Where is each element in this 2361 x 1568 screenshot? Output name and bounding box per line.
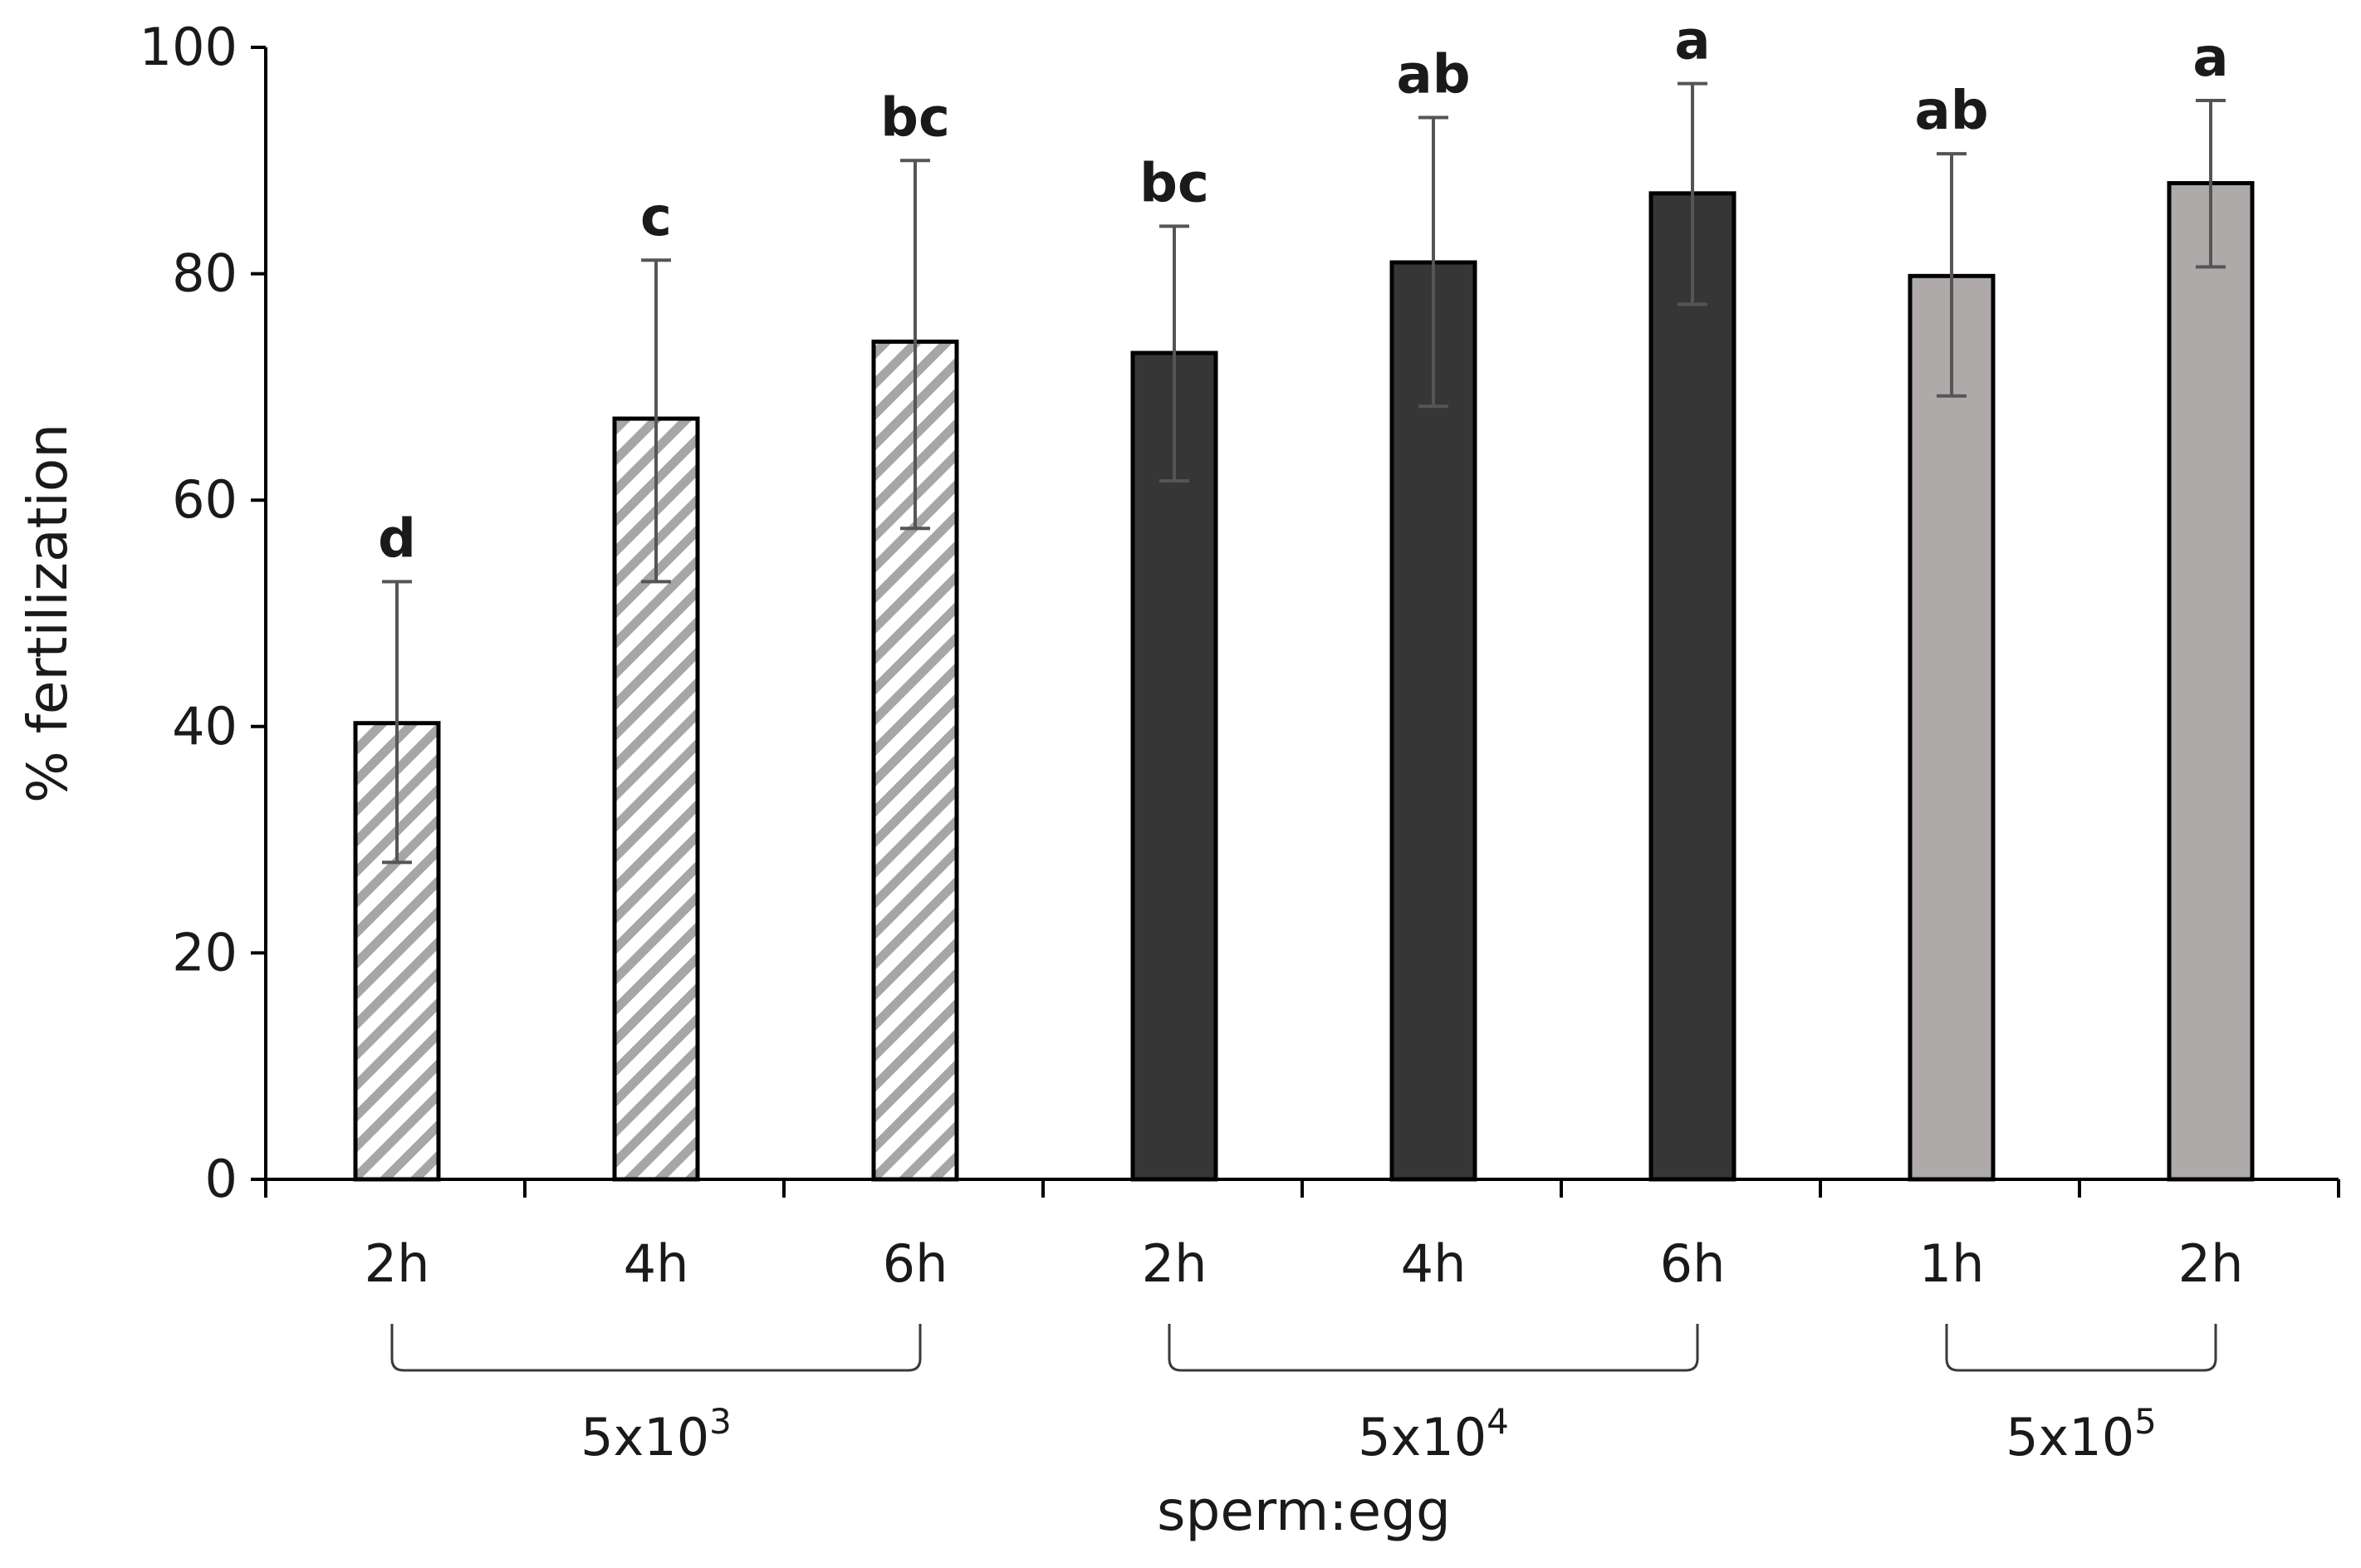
significance-label: bc — [880, 87, 950, 149]
y-axis: 0 20 40 60 80 100 — [140, 17, 267, 1209]
bar — [2167, 181, 2255, 1182]
y-tick-label: 0 — [205, 1149, 238, 1209]
group-label: 5x105 — [2006, 1401, 2157, 1468]
significance-label: c — [640, 187, 672, 248]
bar — [612, 416, 700, 1182]
group-label-exponent: 5 — [2134, 1401, 2157, 1442]
group-label-base: 5x10 — [1358, 1407, 1487, 1468]
significance-label: ab — [1397, 45, 1471, 106]
group-bracket — [390, 1324, 922, 1372]
x-axis-title: sperm:egg — [1157, 1479, 1451, 1543]
significance-label: d — [378, 508, 416, 570]
group-label: 5x104 — [1358, 1401, 1509, 1468]
bar — [1908, 273, 1996, 1182]
category-label: 6h — [1660, 1233, 1726, 1294]
group-label-base: 5x10 — [580, 1407, 709, 1468]
error-bars — [382, 81, 2226, 865]
bars — [353, 181, 2255, 1182]
group-label-exponent: 3 — [709, 1401, 732, 1442]
group-label-exponent: 4 — [1487, 1401, 1509, 1442]
category-label: 4h — [1401, 1233, 1467, 1294]
category-labels: 2h 4h 6h 2h 4h 6h 1h 2h — [365, 1233, 2244, 1294]
y-tick-label: 20 — [172, 922, 238, 982]
group-label: 5x103 — [580, 1401, 732, 1468]
significance-labels: d c bc bc ab a ab a — [378, 11, 2229, 571]
significance-label: ab — [1915, 81, 1989, 142]
y-tick-label: 40 — [172, 696, 238, 757]
bar — [1648, 191, 1736, 1182]
category-label: 2h — [1142, 1233, 1207, 1294]
significance-label: a — [2192, 27, 2228, 89]
category-label: 4h — [624, 1233, 689, 1294]
y-tick-label: 100 — [140, 17, 238, 77]
group-label-base: 5x10 — [2006, 1407, 2134, 1468]
x-axis — [264, 1178, 2340, 1198]
bar — [1389, 260, 1477, 1182]
group-bracket — [1945, 1324, 2217, 1372]
group-brackets: 5x103 5x104 5x105 — [390, 1324, 2217, 1468]
y-axis-title: % fertilization — [16, 424, 80, 803]
group-bracket — [1168, 1324, 1699, 1372]
category-label: 6h — [883, 1233, 948, 1294]
category-label: 2h — [2178, 1233, 2244, 1294]
bar — [1130, 350, 1218, 1182]
category-label: 2h — [365, 1233, 430, 1294]
significance-label: bc — [1139, 153, 1209, 214]
y-tick-label: 80 — [172, 243, 238, 304]
y-tick-label: 60 — [172, 469, 238, 530]
significance-label: a — [1674, 11, 1710, 72]
category-label: 1h — [1919, 1233, 1985, 1294]
